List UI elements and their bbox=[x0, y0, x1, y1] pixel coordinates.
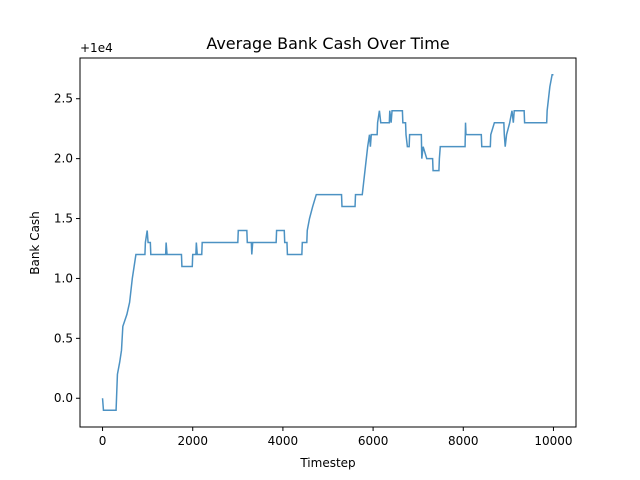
x-tick-label: 2000 bbox=[177, 434, 208, 448]
chart-title: Average Bank Cash Over Time bbox=[206, 34, 449, 53]
x-tick-label: 4000 bbox=[268, 434, 299, 448]
x-tick-label: 8000 bbox=[448, 434, 479, 448]
y-tick-label: 0.0 bbox=[54, 391, 73, 405]
x-tick-label: 0 bbox=[99, 434, 107, 448]
y-tick-label: 2.5 bbox=[54, 92, 73, 106]
x-tick-label: 6000 bbox=[358, 434, 389, 448]
data-line bbox=[101, 74, 554, 411]
y-tick-label: 2.0 bbox=[54, 152, 73, 166]
axes-frame bbox=[79, 57, 577, 428]
x-axis-label: Timestep bbox=[299, 456, 355, 470]
y-offset-label: +1e4 bbox=[80, 41, 113, 55]
y-tick-label: 1.0 bbox=[54, 271, 73, 285]
y-tick-label: 1.5 bbox=[54, 212, 73, 226]
x-tick-label: 10000 bbox=[534, 434, 572, 448]
y-tick-label: 0.5 bbox=[54, 331, 73, 345]
y-axis-label: Bank Cash bbox=[28, 211, 42, 275]
